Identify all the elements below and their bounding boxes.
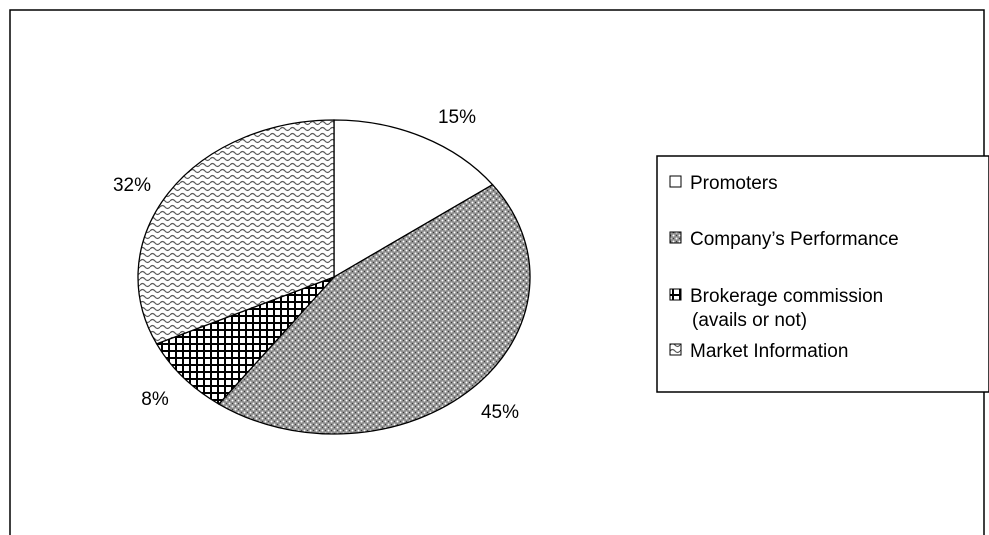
legend-swatch-brokerage-commission-avails-or-not — [669, 288, 682, 301]
legend: Promoters Company’s Performance Brokerage … — [669, 173, 899, 362]
legend-swatch-market-information — [669, 343, 682, 356]
legend-box — [656, 155, 989, 393]
value-label-brokerage-commission-avails-or-not: 8% — [141, 389, 169, 410]
legend-label-brokerage-commission-avails-or-not: Brokerage commission (avails or not) — [690, 286, 883, 331]
pie-slices — [137, 119, 531, 435]
legend-label-company-s-performance: Company’s Performance — [690, 229, 899, 250]
pie-slice-company-s-performance — [217, 183, 531, 435]
pie-slice-brokerage-commission-avails-or-not — [155, 276, 335, 405]
value-label-promoters: 15% — [438, 107, 476, 128]
value-label-market-information: 32% — [113, 175, 151, 196]
pie-value-labels: 15% 45% 8% 32% — [113, 107, 519, 423]
pie-slice-promoters — [333, 119, 494, 279]
value-label-company-s-performance: 45% — [481, 402, 519, 423]
legend-swatch-promoters — [669, 175, 682, 188]
legend-label-promoters: Promoters — [690, 173, 778, 194]
legend-swatch-company-s-performance — [669, 231, 682, 244]
legend-label-market-information: Market Information — [690, 341, 848, 362]
pie-slice-market-information — [137, 119, 335, 345]
